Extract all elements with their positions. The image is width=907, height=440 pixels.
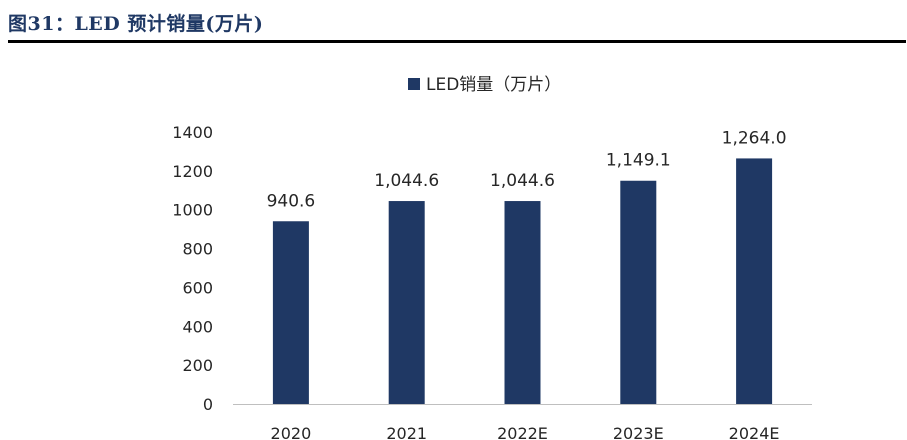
x-tick-label: 2020 [271,424,312,440]
figure-title: 图31：LED 预计销量(万片) [8,13,264,35]
bar-value-label: 1,149.1 [606,151,671,171]
legend-label: LED销量（万片） [426,75,561,95]
x-tick-label: 2022E [497,424,548,440]
x-axis: 2020 2021 2022E 2023E 2024E [233,404,812,440]
y-tick-label: 1200 [172,162,213,181]
figure-header: 图31：LED 预计销量(万片) [0,0,907,44]
y-tick-label: 800 [182,240,213,259]
bar-value-label: 1,044.6 [490,171,555,191]
bar [272,221,309,404]
y-tick-label: 600 [182,278,213,297]
y-tick-label: 400 [182,317,213,336]
y-tick-label: 0 [203,395,213,414]
bar-series [272,158,773,404]
y-tick-label: 200 [182,356,213,375]
x-tick-label: 2023E [613,424,664,440]
y-tick-label: 1400 [172,123,213,142]
y-tick-label: 1000 [172,201,213,220]
legend-swatch [408,78,420,90]
data-labels: 940.6 1,044.6 1,044.6 1,149.1 1,264.0 [267,128,787,211]
title-rule [8,40,906,43]
bar [388,201,425,404]
bar [620,180,657,404]
bar [736,158,773,404]
bar [504,201,541,404]
chart-legend: LED销量（万片） [408,75,561,95]
x-tick-label: 2021 [386,424,427,440]
y-axis: 0 200 400 600 800 1000 1200 1400 [172,123,213,414]
bar-value-label: 1,264.0 [722,128,787,148]
x-tick-label: 2024E [729,424,780,440]
bar-value-label: 940.6 [267,191,316,211]
bar-value-label: 1,044.6 [374,171,439,191]
